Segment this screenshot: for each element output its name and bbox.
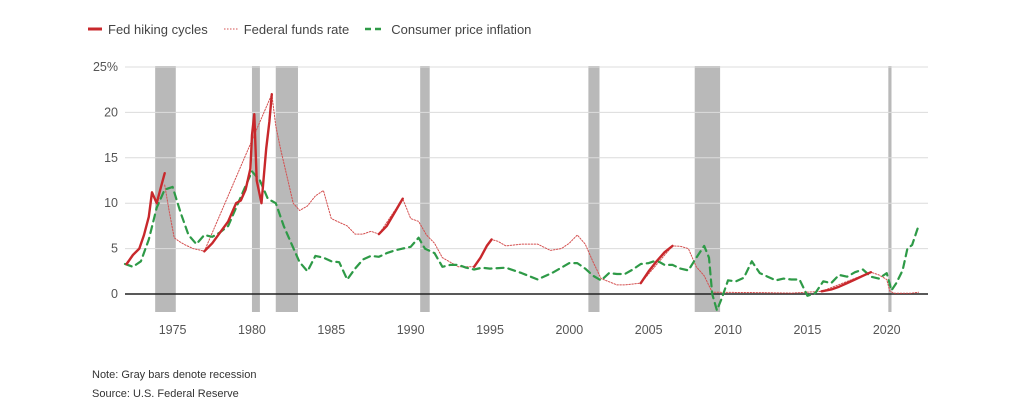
legend-item-federal-funds-rate: Federal funds rate bbox=[223, 21, 350, 37]
x-tick-label: 2000 bbox=[555, 323, 583, 337]
y-tick-label: 0 bbox=[111, 287, 118, 301]
x-tick-label: 1995 bbox=[476, 323, 504, 337]
recession-bar bbox=[588, 66, 600, 312]
series-line-fed-hiking-cycles bbox=[639, 244, 674, 285]
x-tick-label: 1990 bbox=[397, 323, 425, 337]
legend-item-consumer-price-inflation: Consumer price inflation bbox=[365, 22, 531, 37]
recession-bar bbox=[251, 66, 260, 312]
series-line-fed-hiking-cycles bbox=[377, 197, 404, 236]
legend-swatch-fed-hiking bbox=[88, 27, 102, 31]
series-line-fed-hiking-cycles bbox=[125, 171, 166, 266]
legend-label: Consumer price inflation bbox=[391, 21, 532, 37]
x-tick-label: 2015 bbox=[793, 323, 821, 337]
chart-notes: Note: Gray bars denote recession Source:… bbox=[92, 366, 256, 404]
x-tick-label: 1975 bbox=[159, 323, 187, 337]
y-tick-label: 15 bbox=[104, 151, 118, 165]
recession-bar bbox=[694, 66, 721, 312]
x-tick-label: 1980 bbox=[238, 323, 266, 337]
y-tick-label: 20 bbox=[104, 105, 118, 119]
legend-swatch-fed-funds bbox=[223, 28, 238, 30]
source-text: Source: U.S. Federal Reserve bbox=[92, 388, 239, 400]
recession-bars bbox=[155, 66, 892, 312]
series-line-fed-hiking-cycles bbox=[820, 271, 873, 293]
x-tick-label: 2010 bbox=[714, 323, 742, 337]
y-tick-label: 10 bbox=[104, 196, 118, 210]
note-text: Note: Gray bars denote recession bbox=[92, 369, 257, 381]
y-gridlines bbox=[125, 66, 928, 250]
axes: 0 5 10 15 20 25% 1975 1980 1985 1990 1995 2000 2005 2… bbox=[93, 60, 928, 337]
chart-legend: Fed hiking cycles Federal funds rate Con… bbox=[88, 18, 547, 40]
series-lines bbox=[123, 92, 920, 312]
legend-label: Fed hiking cycles bbox=[108, 21, 208, 37]
x-tick-label: 1985 bbox=[317, 323, 345, 337]
y-tick-label: 25% bbox=[93, 60, 118, 74]
legend-label: Federal funds rate bbox=[243, 21, 350, 37]
recession-bar bbox=[888, 66, 892, 312]
recession-bar bbox=[275, 66, 298, 312]
series-line-fed-hiking-cycles bbox=[472, 238, 493, 268]
x-tick-label: 2005 bbox=[635, 323, 663, 337]
line-chart: 0 5 10 15 20 25% 1975 1980 1985 1990 1995 2000 2005 2… bbox=[93, 60, 928, 337]
y-tick-label: 5 bbox=[111, 242, 118, 256]
legend-swatch-cpi bbox=[365, 27, 386, 31]
x-tick-label: 2020 bbox=[873, 323, 901, 337]
recession-bar bbox=[420, 66, 430, 312]
legend-item-fed-hiking-cycles: Fed hiking cycles bbox=[88, 22, 208, 37]
series-line-fed-hiking-cycles bbox=[203, 92, 273, 253]
